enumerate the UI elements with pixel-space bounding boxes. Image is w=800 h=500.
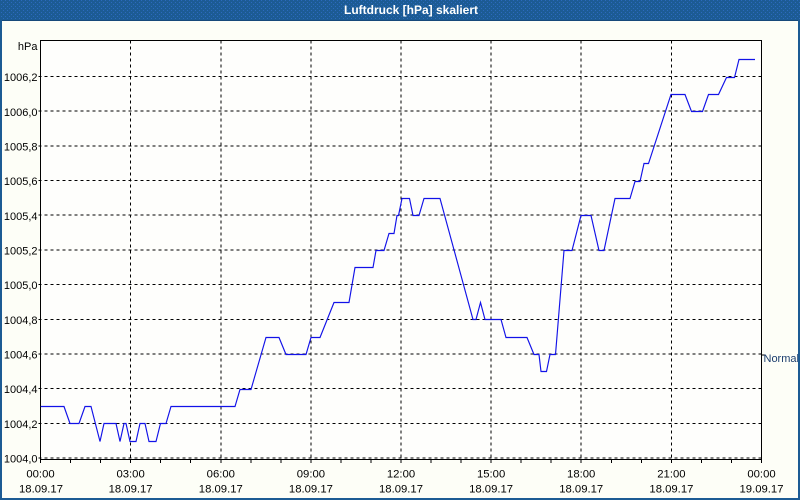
svg-text:00:00: 00:00 xyxy=(747,469,775,481)
svg-text:00:00: 00:00 xyxy=(26,469,54,481)
svg-text:03:00: 03:00 xyxy=(116,469,144,481)
svg-text:18.09.17: 18.09.17 xyxy=(559,484,603,496)
svg-text:19.09.17: 19.09.17 xyxy=(740,484,784,496)
svg-text:1005,0: 1005,0 xyxy=(4,280,38,292)
svg-text:21:00: 21:00 xyxy=(657,469,685,481)
svg-text:18.09.17: 18.09.17 xyxy=(379,484,423,496)
svg-text:1006,0: 1006,0 xyxy=(4,107,38,119)
svg-text:18.09.17: 18.09.17 xyxy=(19,484,63,496)
svg-text:09:00: 09:00 xyxy=(297,469,325,481)
svg-text:1006,2: 1006,2 xyxy=(4,72,38,84)
svg-text:18.09.17: 18.09.17 xyxy=(649,484,693,496)
svg-text:1005,8: 1005,8 xyxy=(4,142,38,154)
svg-text:hPa: hPa xyxy=(18,41,38,53)
svg-text:06:00: 06:00 xyxy=(207,469,235,481)
svg-text:Normal: Normal xyxy=(764,353,799,365)
svg-text:1005,6: 1005,6 xyxy=(4,176,38,188)
svg-text:18.09.17: 18.09.17 xyxy=(289,484,333,496)
svg-text:1004,8: 1004,8 xyxy=(4,315,38,327)
svg-text:1004,4: 1004,4 xyxy=(4,384,38,396)
svg-text:1004,0: 1004,0 xyxy=(4,454,38,466)
svg-text:1004,2: 1004,2 xyxy=(4,419,38,431)
svg-text:18:00: 18:00 xyxy=(567,469,595,481)
svg-text:18.09.17: 18.09.17 xyxy=(469,484,513,496)
svg-text:18.09.17: 18.09.17 xyxy=(109,484,153,496)
svg-text:15:00: 15:00 xyxy=(477,469,505,481)
svg-text:1005,4: 1005,4 xyxy=(4,211,38,223)
svg-text:12:00: 12:00 xyxy=(387,469,415,481)
svg-text:1005,2: 1005,2 xyxy=(4,246,38,258)
svg-text:18.09.17: 18.09.17 xyxy=(199,484,243,496)
svg-text:1004,6: 1004,6 xyxy=(4,350,38,362)
